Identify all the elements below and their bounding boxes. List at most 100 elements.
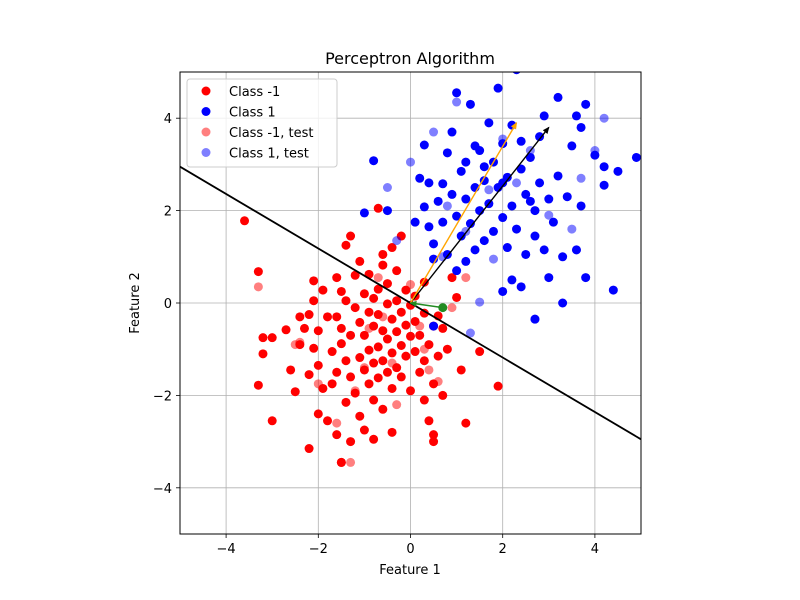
point-class-1 <box>461 256 471 266</box>
point-class-1 <box>502 243 512 253</box>
point-class-1 <box>498 213 508 223</box>
point-class-1 <box>346 330 356 340</box>
point-class-1 <box>442 148 452 158</box>
point-class-1 <box>387 243 397 253</box>
point-class-1 <box>392 296 402 306</box>
point-class-1-test <box>392 400 402 410</box>
point-class-1 <box>332 312 342 322</box>
point-class-1 <box>419 308 429 318</box>
point-class-1 <box>373 284 383 294</box>
point-class-1 <box>346 437 356 447</box>
point-class-1 <box>512 224 522 234</box>
point-class-1 <box>382 299 392 309</box>
point-class-1 <box>456 166 466 176</box>
point-class-1 <box>507 201 517 211</box>
point-class-1 <box>355 317 365 327</box>
point-class-1 <box>281 325 291 335</box>
point-class-1 <box>359 330 369 340</box>
point-class-1-test <box>433 377 443 387</box>
point-class-1-test <box>313 379 323 389</box>
legend-label-class-1: Class -1 <box>229 85 280 100</box>
point-class-1 <box>544 194 554 204</box>
legend-label-class-1: Class 1 <box>229 106 276 121</box>
point-class-1 <box>442 344 452 354</box>
point-class-1 <box>240 216 250 226</box>
point-class-1 <box>447 273 457 283</box>
point-class-1 <box>493 381 503 391</box>
point-class-1 <box>512 72 521 75</box>
point-class-1 <box>539 245 549 255</box>
point-class-1 <box>461 194 471 204</box>
point-class-1 <box>373 342 383 352</box>
point-class-1 <box>336 323 346 333</box>
x-tick-label: 0 <box>406 542 414 557</box>
legend-marker-class-1 <box>201 86 211 96</box>
point-class-1-test <box>424 365 434 375</box>
point-class-1 <box>304 310 314 320</box>
legend-label-class-1-test: Class 1, test <box>229 147 309 162</box>
point-class-1 <box>332 430 342 440</box>
point-class-1 <box>465 219 475 229</box>
point-class-1 <box>401 351 411 361</box>
point-class-1-test <box>599 113 609 123</box>
point-class-1 <box>419 395 429 405</box>
point-class-1 <box>461 157 471 167</box>
x-tick-label: 4 <box>591 542 599 557</box>
updated-weight-vector <box>409 121 518 304</box>
y-tick-label: 4 <box>164 112 172 127</box>
point-class-1-test <box>590 146 600 156</box>
point-class-1 <box>429 437 439 447</box>
point-class-1 <box>535 178 545 188</box>
point-class-1 <box>452 292 462 302</box>
point-class-1 <box>341 296 351 306</box>
point-class-1 <box>313 360 323 370</box>
point-class-1-test <box>406 157 415 167</box>
point-class-1 <box>484 118 494 128</box>
point-class-1 <box>530 231 540 241</box>
point-class-1 <box>539 111 549 121</box>
point-class-1 <box>516 164 526 174</box>
point-class-1 <box>359 425 369 435</box>
point-class-1 <box>253 380 263 390</box>
point-class-1 <box>309 343 319 353</box>
point-class-1 <box>401 320 411 330</box>
x-tick-label: −4 <box>217 542 236 557</box>
point-class-1 <box>336 286 346 296</box>
point-class-1 <box>258 349 268 359</box>
ticks: −4 −2 0 2 4 −4 −2 0 2 4 <box>153 112 599 557</box>
point-class-1 <box>392 327 402 337</box>
point-class-1 <box>290 387 300 397</box>
point-class-1 <box>558 298 568 308</box>
point-class-1 <box>424 416 434 426</box>
legend-box <box>186 78 338 168</box>
point-class-1-test <box>512 178 522 188</box>
point-class-1 <box>396 372 406 382</box>
point-class-1 <box>429 430 439 440</box>
point-class-1 <box>553 171 563 181</box>
point-class-1 <box>567 141 577 151</box>
point-class-1 <box>309 276 319 286</box>
point-class-1 <box>382 367 392 377</box>
point-class-1 <box>507 275 517 285</box>
point-class-1 <box>253 267 263 277</box>
x-tick-label: 2 <box>499 542 507 557</box>
point-class-1 <box>521 189 531 199</box>
point-class-1-test <box>290 340 300 350</box>
point-class-1-test <box>364 323 374 333</box>
point-class-1 <box>415 367 425 377</box>
point-class-1-test <box>530 314 540 324</box>
chart-title: Perceptron Algorithm <box>325 49 495 68</box>
point-class-1 <box>424 222 434 232</box>
point-class-1-test <box>544 210 554 220</box>
point-class-1 <box>258 333 268 343</box>
point-class-1 <box>631 152 641 162</box>
point-class-1 <box>613 166 623 176</box>
point-class-1 <box>438 179 448 189</box>
point-class-1 <box>341 240 351 250</box>
point-class-1 <box>355 353 365 363</box>
y-tick-label: 2 <box>164 205 172 220</box>
point-class-1 <box>336 339 346 349</box>
point-class-1 <box>447 189 457 199</box>
point-class-1 <box>327 379 337 389</box>
